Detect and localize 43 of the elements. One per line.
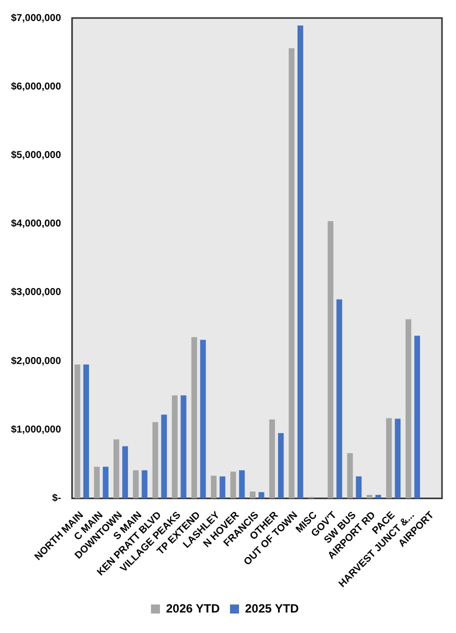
bar xyxy=(288,48,294,498)
bar xyxy=(406,319,412,498)
bar xyxy=(94,466,100,498)
bar xyxy=(122,446,128,498)
bar xyxy=(210,476,217,498)
bar xyxy=(269,419,275,498)
bar xyxy=(180,395,186,498)
bar xyxy=(132,470,139,498)
bar xyxy=(191,337,198,498)
y-tick-label: $7,000,000 xyxy=(10,12,62,24)
bar xyxy=(250,491,256,498)
legend-label: 2026 YTD xyxy=(166,601,220,616)
bar xyxy=(347,453,353,498)
bar xyxy=(152,422,158,498)
y-tick-label: $3,000,000 xyxy=(10,287,62,298)
bar xyxy=(142,470,148,498)
bar xyxy=(74,364,80,498)
y-tick-label: $4,000,000 xyxy=(10,218,62,230)
y-tick-label: $- xyxy=(52,493,62,504)
bar xyxy=(258,492,264,498)
bar xyxy=(230,472,236,498)
y-tick-label: $6,000,000 xyxy=(10,81,62,92)
bar xyxy=(336,299,342,498)
bar xyxy=(356,476,362,498)
bar xyxy=(114,439,120,498)
bar xyxy=(298,26,304,498)
bar xyxy=(239,470,245,498)
y-tick-label: $2,000,000 xyxy=(10,356,62,367)
bar xyxy=(328,221,334,498)
legend-label: 2025 YTD xyxy=(245,601,300,616)
bar xyxy=(394,418,401,498)
bar xyxy=(161,414,167,498)
y-tick-label: $5,000,000 xyxy=(10,150,62,161)
bar xyxy=(172,395,178,498)
y-tick-label: $1,000,000 xyxy=(10,424,62,436)
bar xyxy=(220,476,226,498)
bar xyxy=(83,364,90,498)
bar xyxy=(278,433,284,498)
bar xyxy=(102,466,108,498)
bar xyxy=(414,336,420,498)
bar xyxy=(200,340,206,498)
bar xyxy=(366,494,372,498)
bar xyxy=(386,418,392,498)
